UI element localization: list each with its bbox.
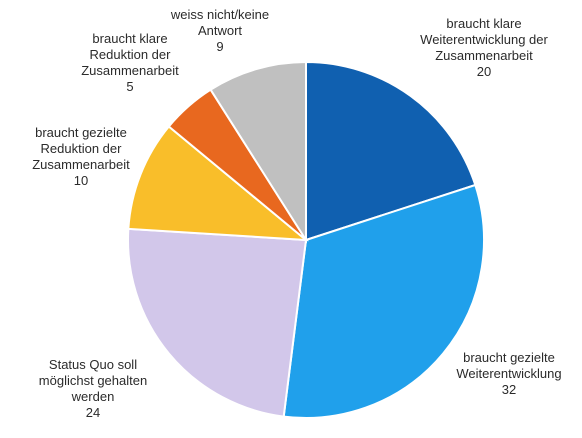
slice-label-line: braucht klare xyxy=(92,31,167,46)
pie-slice xyxy=(209,60,307,244)
slice-label-line: Zusammenarbeit xyxy=(435,48,533,63)
slice-label-line: braucht gezielte xyxy=(463,350,555,365)
slice-label-line: Weiterentwicklung xyxy=(456,366,561,381)
slice-label-line: Reduktion der xyxy=(41,141,123,156)
slice-value-label: 20 xyxy=(477,64,491,79)
slice-label-line: Antwort xyxy=(198,23,242,38)
slice-label-line: Zusammenarbeit xyxy=(81,63,179,78)
pie-slices xyxy=(127,60,485,419)
slice-label-line: möglichst gehalten xyxy=(39,373,147,388)
slice-label-line: weiss nicht/keine xyxy=(170,7,269,22)
pie-slice xyxy=(127,227,308,418)
slice-value-label: 5 xyxy=(126,79,133,94)
slice-value-label: 24 xyxy=(86,405,100,420)
pie-slice xyxy=(305,60,477,242)
slice-label-line: braucht gezielte xyxy=(35,125,127,140)
slice-label-line: Reduktion der xyxy=(90,47,172,62)
slice-label: braucht klare Weiterentwicklung der Zusamm… xyxy=(420,16,548,79)
slice-value-label: 32 xyxy=(502,382,516,397)
slice-label-line: Zusammenarbeit xyxy=(32,157,130,172)
pie-labels: braucht klare Weiterentwicklung der Zusamm… xyxy=(32,7,561,420)
slice-label: braucht gezielte Reduktion der Zusammenarb… xyxy=(32,125,130,188)
slice-label-line: braucht klare xyxy=(446,16,521,31)
pie-slice xyxy=(282,183,485,419)
slice-label: weiss nicht/keine Antwort 9 xyxy=(170,7,269,54)
slice-value-label: 10 xyxy=(74,173,88,188)
slice-label-line: Weiterentwicklung der xyxy=(420,32,548,47)
slice-label-line: werden xyxy=(71,389,115,404)
pie-slice xyxy=(127,125,310,242)
slice-label: braucht klare Reduktion der Zusammenarbeit… xyxy=(81,31,179,94)
slice-label-line: Status Quo soll xyxy=(49,357,137,372)
slice-value-label: 9 xyxy=(216,39,223,54)
slice-label: Status Quo soll möglichst gehalten werden 2… xyxy=(39,357,147,420)
slice-label: braucht gezielte Weiterentwicklung 32 xyxy=(456,350,561,397)
